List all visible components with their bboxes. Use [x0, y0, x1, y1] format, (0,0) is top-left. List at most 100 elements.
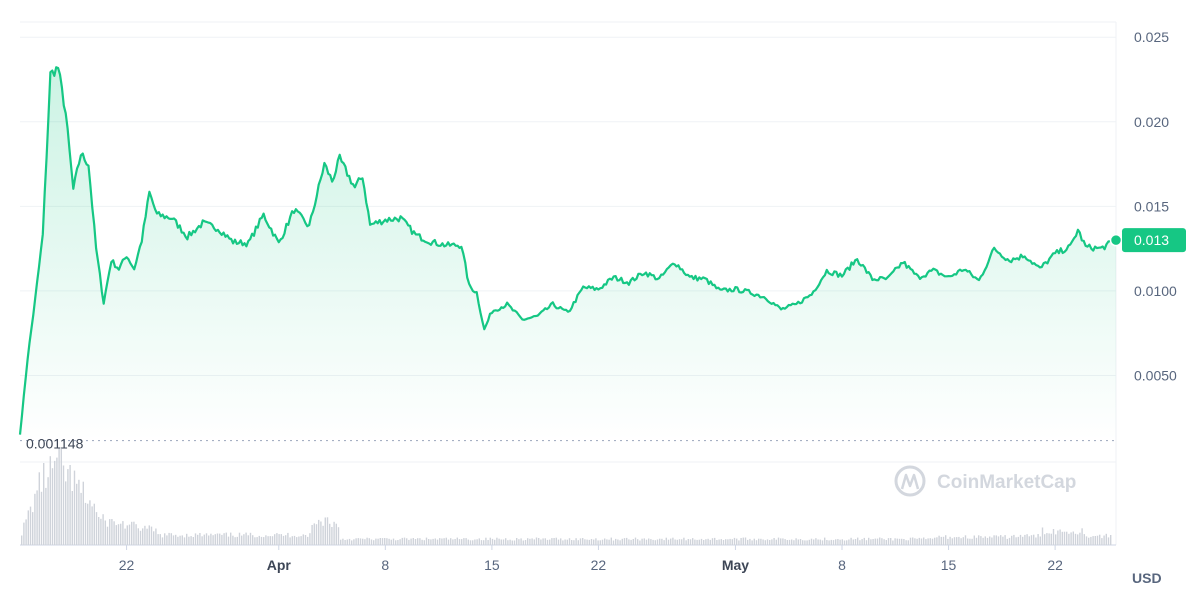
volume-bar: [755, 540, 758, 545]
volume-bar: [1024, 534, 1026, 545]
volume-bar: [238, 532, 241, 545]
volume-bar: [854, 539, 857, 545]
volume-bar: [1081, 528, 1083, 545]
volume-bar: [456, 537, 458, 545]
volume-bar: [463, 538, 465, 545]
volume-bar: [546, 539, 549, 545]
volume-bar: [368, 538, 370, 545]
volume-bar: [269, 536, 271, 545]
volume-bar: [392, 538, 395, 545]
volume-bar: [520, 538, 522, 545]
volume-bar: [656, 539, 659, 545]
volume-bar: [907, 540, 909, 545]
volume-bar: [566, 539, 568, 545]
volume-bar: [916, 538, 918, 545]
volume-bar: [181, 535, 183, 545]
volume-bar: [956, 537, 958, 545]
volume-bar: [828, 540, 830, 545]
volume-bar: [498, 538, 500, 545]
volume-bar: [379, 538, 381, 545]
volume-bar: [601, 539, 604, 545]
volume-bar: [1077, 534, 1079, 545]
volume-bar: [685, 540, 687, 545]
volume-bar: [804, 540, 806, 545]
volume-bar: [73, 470, 76, 545]
volume-bars: [21, 447, 1112, 545]
volume-bar: [494, 539, 496, 545]
volume-bar: [318, 519, 320, 545]
volume-bar: [49, 456, 51, 545]
volume-bar: [692, 538, 694, 545]
volume-bar: [58, 447, 60, 545]
volume-bar: [958, 536, 960, 545]
volume-bar: [359, 538, 362, 545]
volume-bar: [986, 537, 989, 545]
volume-bar: [337, 527, 340, 545]
volume-bar: [689, 539, 692, 545]
volume-bar: [980, 536, 982, 545]
volume-bar: [194, 533, 197, 545]
volume-bar: [595, 538, 597, 545]
volume-bar: [139, 530, 142, 545]
x-tick-label: Apr: [267, 557, 292, 573]
volume-bar: [300, 536, 302, 545]
volume-bar: [1066, 531, 1068, 545]
volume-bar: [615, 538, 617, 545]
volume-bar: [1090, 536, 1092, 545]
y-tick-label: 0.025: [1134, 29, 1169, 45]
volume-bar: [436, 539, 439, 545]
volume-bar: [280, 534, 282, 545]
volume-bar: [839, 539, 841, 545]
volume-bar: [975, 537, 978, 545]
volume-bar: [641, 538, 643, 545]
volume-bar: [161, 537, 164, 545]
volume-bar: [1019, 534, 1022, 545]
volume-bar: [663, 540, 665, 545]
volume-bar: [894, 538, 896, 545]
volume-bar: [293, 535, 296, 545]
volume-bar: [938, 535, 940, 545]
current-price-dot: [1109, 233, 1123, 247]
y-tick-label: 0.020: [1134, 114, 1169, 130]
volume-bar: [397, 540, 399, 545]
volume-bar: [868, 537, 870, 545]
volume-bar: [527, 538, 529, 545]
volume-bar: [476, 539, 478, 545]
volume-bar: [582, 538, 584, 545]
volume-bar: [351, 540, 353, 545]
volume-bar: [973, 535, 975, 545]
volume-bar: [1094, 536, 1096, 545]
volume-bar: [234, 537, 236, 545]
volume-bar: [707, 538, 709, 545]
volume-bar: [236, 536, 238, 545]
volume-bar: [909, 537, 912, 545]
volume-bar: [815, 538, 817, 545]
volume-bar: [377, 538, 379, 545]
volume-bar: [106, 526, 109, 545]
volume-bar: [1050, 533, 1052, 545]
volume-bar: [188, 536, 190, 545]
volume-bar: [505, 538, 507, 545]
volume-bar: [496, 537, 498, 545]
volume-bar: [249, 532, 252, 545]
volume-bar: [978, 535, 980, 545]
volume-bar: [335, 523, 337, 545]
volume-bar: [100, 518, 102, 545]
volume-bar: [604, 538, 606, 545]
volume-bar: [929, 538, 931, 545]
volume-bar: [936, 537, 938, 545]
volume-bar: [808, 539, 810, 545]
volume-bar: [817, 539, 819, 545]
volume-bar: [857, 537, 859, 545]
x-tick-label: 8: [838, 557, 846, 573]
volume-bar: [322, 525, 324, 545]
volume-bar: [714, 537, 716, 545]
volume-bar: [621, 538, 623, 545]
volume-bar: [357, 538, 359, 545]
volume-bar: [725, 539, 727, 545]
volume-bar: [971, 538, 973, 545]
volume-bar: [841, 539, 843, 545]
volume-bar: [452, 539, 454, 545]
volume-bar: [210, 533, 212, 545]
